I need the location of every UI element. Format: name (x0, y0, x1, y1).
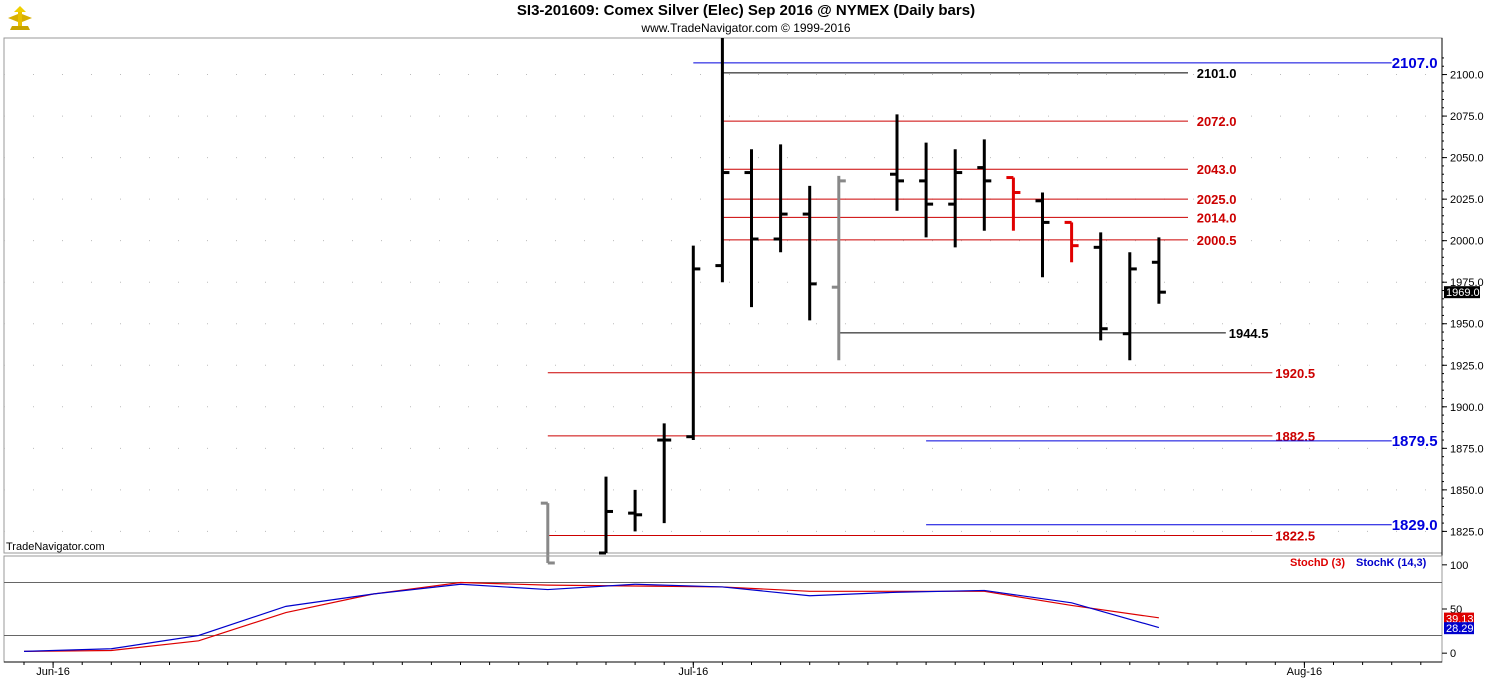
stoch-value-tag (1444, 622, 1474, 635)
last-price-label: 1969.0 (1446, 287, 1480, 299)
level-label: 1944.5 (1229, 326, 1269, 341)
chart-subtitle: www.TradeNavigator.com © 1999-2016 (641, 21, 851, 35)
trade-navigator-logo-icon (4, 4, 36, 34)
level-label: 2043.0 (1197, 162, 1237, 177)
last-price-tag (1444, 286, 1480, 299)
price-tick-label: 1925.0 (1450, 360, 1484, 372)
price-tick-label: 2100.0 (1450, 70, 1484, 82)
level-label: 1882.5 (1275, 429, 1315, 444)
level-label: 2025.0 (1197, 192, 1237, 207)
stoch-tick-label: 100 (1450, 560, 1468, 572)
stoch-tick-label: 0 (1450, 648, 1456, 660)
level-label: 1822.5 (1275, 529, 1315, 544)
level-label: 1920.5 (1275, 366, 1315, 381)
level-label: 2000.5 (1197, 233, 1237, 248)
level-label: 2072.0 (1197, 114, 1237, 129)
level-label: 2014.0 (1197, 210, 1237, 225)
level-label: 2107.0 (1392, 55, 1438, 72)
price-tick-label: 2075.0 (1450, 111, 1484, 123)
x-tick-label: Jul-16 (678, 666, 708, 678)
stoch-value-label: 28.29 (1446, 623, 1474, 635)
price-tick-label: 2025.0 (1450, 194, 1484, 206)
watermark-text: TradeNavigator.com (6, 541, 105, 553)
stoch-series-line (23, 581, 1159, 652)
price-tick-label: 1825.0 (1450, 526, 1484, 538)
price-tick-label: 2000.0 (1450, 236, 1484, 248)
level-label: 1879.5 (1392, 433, 1438, 450)
price-tick-label: 1850.0 (1450, 485, 1484, 497)
x-axis: Jun-16 Jul-16 Aug-16 (4, 661, 1442, 678)
chart-title: SI3-201609: Comex Silver (Elec) Sep 2016… (516, 2, 976, 19)
stoch-legend-d: StochD (3) (1290, 557, 1345, 569)
level-label: 1829.0 (1392, 517, 1438, 534)
price-panel: 2100.02075.02050.02025.02000.01975.01950… (3, 37, 1484, 662)
stoch-legend-k: StochK (14,3) (1356, 557, 1427, 569)
level-label: 2101.0 (1197, 66, 1237, 81)
price-tick-label: 1950.0 (1450, 319, 1484, 331)
price-tick-label: 1900.0 (1450, 402, 1484, 414)
x-tick-label: Jun-16 (36, 666, 70, 678)
price-tick-label: 1875.0 (1450, 443, 1484, 455)
price-tick-label: 2050.0 (1450, 153, 1484, 165)
stoch-panel-frame (3, 555, 1443, 663)
x-tick-label: Aug-16 (1287, 666, 1322, 678)
stoch-value-tag (1444, 612, 1474, 625)
stoch-series-line (23, 583, 1160, 652)
